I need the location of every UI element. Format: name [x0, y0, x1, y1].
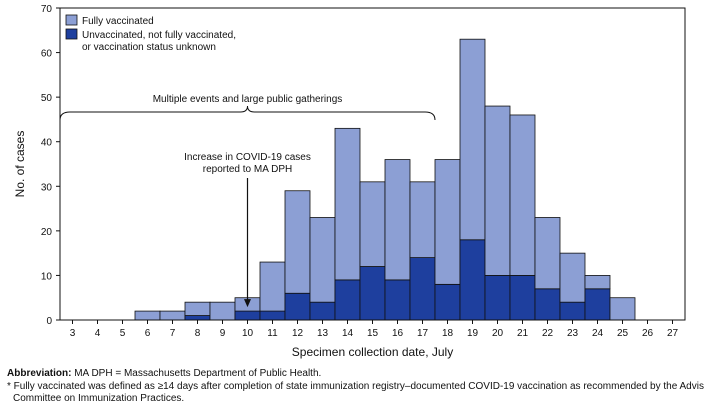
bar-unvaccinated-14: [334, 279, 361, 321]
x-tick-label: 9: [220, 328, 226, 339]
bar-fully-vaccinated-6: [134, 310, 161, 321]
definition-footnote: * Fully vaccinated was defined as ≥14 da…: [7, 381, 704, 405]
gatherings-bracket: [59, 105, 436, 121]
bar-unvaccinated-17: [409, 257, 436, 321]
bar-fully-vaccinated-14: [334, 127, 361, 281]
bar-fully-vaccinated-23: [559, 252, 586, 303]
bar-unvaccinated-19: [459, 239, 486, 321]
bar-fully-vaccinated-18: [434, 159, 461, 285]
x-tick-label: 20: [492, 328, 504, 339]
bar-fully-vaccinated-7: [159, 310, 186, 321]
x-tick-label: 26: [642, 328, 654, 339]
bar-fully-vaccinated-24: [584, 275, 611, 290]
y-tick-label: 50: [41, 93, 53, 104]
x-tick-label: 27: [667, 328, 679, 339]
x-tick-label: 25: [617, 328, 629, 339]
y-tick-label: 60: [41, 49, 53, 60]
gatherings-label: Multiple events and large public gatheri…: [153, 94, 343, 105]
bar-unvaccinated-16: [384, 279, 411, 321]
bar-unvaccinated-18: [434, 283, 461, 321]
plot-area: 0 10 20 30 40 50 60 70 3 4 5 6 7 8 9 10 11 12 13 14 15 16 17 18…: [13, 4, 686, 359]
legend-label: Unvaccinated, not fully vaccinated,: [82, 30, 236, 41]
x-tick-label: 7: [170, 328, 176, 339]
x-tick-label: 10: [242, 328, 254, 339]
legend-swatch-1: [65, 28, 78, 40]
x-tick-label: 13: [317, 328, 329, 339]
bar-fully-vaccinated-22: [534, 217, 561, 290]
x-tick-label: 24: [592, 328, 604, 339]
bar-fully-vaccinated-16: [384, 159, 411, 281]
x-tick-label: 5: [120, 328, 126, 339]
x-tick-label: 23: [567, 328, 579, 339]
bar-unvaccinated-24: [584, 288, 611, 321]
x-tick-label: 14: [342, 328, 354, 339]
x-tick-label: 16: [392, 328, 404, 339]
arrow-head: [244, 299, 251, 308]
x-tick-label: 11: [267, 328, 278, 339]
x-tick-label: 6: [145, 328, 151, 339]
bar-fully-vaccinated-15: [359, 181, 386, 267]
y-tick-label: 20: [41, 227, 53, 238]
x-tick-label: 3: [70, 328, 76, 339]
bar-unvaccinated-11: [259, 310, 286, 321]
arrow-label: reported to MA DPH: [203, 164, 292, 175]
x-tick-label: 18: [442, 328, 454, 339]
bar-unvaccinated-23: [559, 301, 586, 321]
bar-fully-vaccinated-12: [284, 190, 311, 294]
x-tick-label: 8: [195, 328, 201, 339]
bar-unvaccinated-10: [234, 310, 261, 321]
bar-fully-vaccinated-9: [209, 301, 236, 321]
y-tick-label: 70: [41, 4, 53, 15]
x-tick-label: 17: [417, 328, 429, 339]
y-tick-label: 40: [41, 138, 53, 149]
y-axis-title: No. of cases: [13, 131, 27, 198]
x-tick-label: 4: [95, 328, 101, 339]
legend-label: or vaccination status unknown: [82, 42, 216, 53]
bar-fully-vaccinated-20: [484, 105, 511, 276]
bar-fully-vaccinated-19: [459, 38, 486, 241]
bar-unvaccinated-20: [484, 275, 511, 321]
bar-unvaccinated-15: [359, 266, 386, 321]
definition-line-1: * Fully vaccinated was defined as ≥14 da…: [7, 381, 704, 392]
x-tick-label: 21: [517, 328, 529, 339]
bar-fully-vaccinated-21: [509, 114, 536, 276]
x-tick-label: 22: [542, 328, 554, 339]
bar-unvaccinated-22: [534, 288, 561, 321]
y-tick-label: 30: [41, 182, 53, 193]
arrow-label: Increase in COVID-19 cases: [184, 152, 311, 163]
bar-unvaccinated-8: [184, 315, 211, 321]
bar-fully-vaccinated-17: [409, 181, 436, 258]
x-axis-title: Specimen collection date, July: [292, 345, 453, 359]
y-tick-label: 10: [41, 271, 53, 282]
bar-unvaccinated-12: [284, 292, 311, 321]
y-tick-label: 0: [46, 316, 52, 327]
abbreviation-label: Abbreviation:: [7, 368, 72, 379]
x-tick-label: 15: [367, 328, 379, 339]
bar-fully-vaccinated-13: [309, 217, 336, 303]
legend-label: Fully vaccinated: [82, 16, 154, 27]
bar-fully-vaccinated-11: [259, 261, 286, 312]
x-tick-label: 12: [292, 328, 304, 339]
bar-unvaccinated-13: [309, 301, 336, 321]
abbreviation-footnote: Abbreviation: MA DPH = Massachusetts Dep…: [7, 368, 321, 380]
bar-unvaccinated-21: [509, 275, 536, 321]
abbreviation-text: MA DPH = Massachusetts Department of Pub…: [71, 368, 322, 379]
bar-fully-vaccinated-8: [184, 301, 211, 316]
bar-fully-vaccinated-25: [609, 297, 636, 321]
x-tick-label: 19: [467, 328, 479, 339]
legend-swatch-0: [65, 14, 78, 26]
definition-line-2: Committee on Immunization Practices.: [13, 393, 185, 404]
